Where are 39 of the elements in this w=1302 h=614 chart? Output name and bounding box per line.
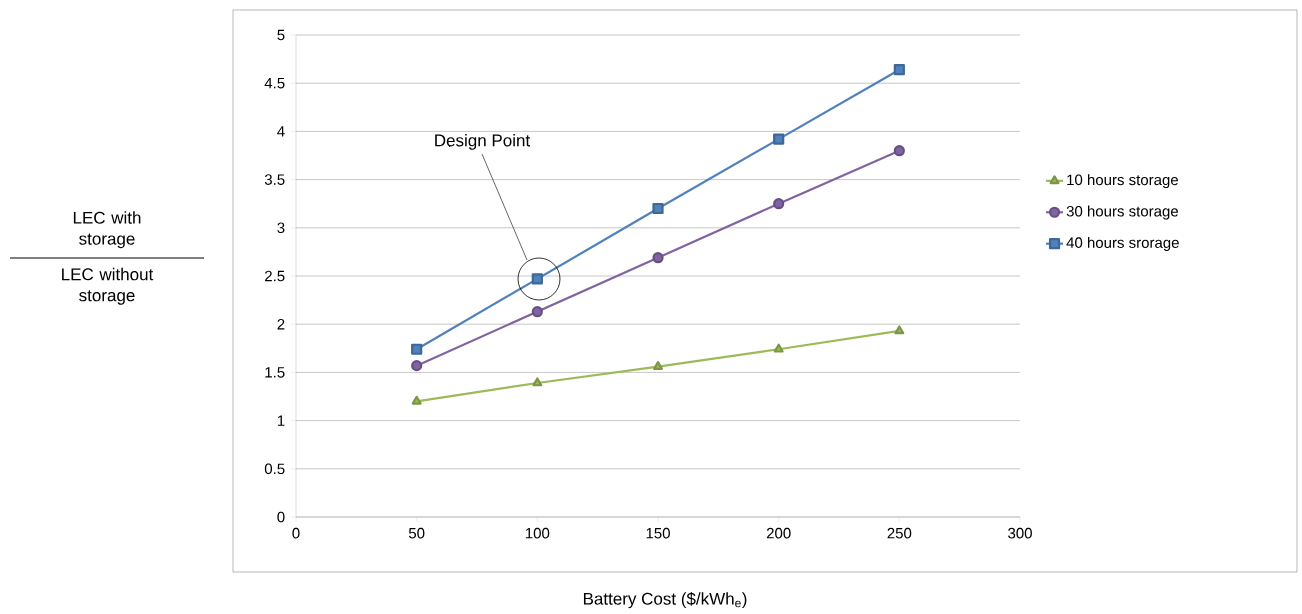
point: [652, 252, 664, 264]
point: [893, 145, 905, 157]
x-axis-title: Battery Cost ($/kWh$_{e}$): [583, 592, 747, 609]
y-tick-label: 3.5: [264, 174, 285, 185]
x-tick-label: 200: [766, 527, 791, 539]
point: [893, 64, 905, 76]
x-tick-label: 0: [292, 527, 300, 539]
y-tick-label: 1: [277, 415, 285, 426]
legend-label: 30 hours storage: [1066, 205, 1178, 220]
legend-label: 40 hours srorage: [1066, 236, 1179, 251]
y-tick-label: 5: [277, 29, 285, 41]
point: [652, 202, 664, 215]
y-tick-label: 0.5: [264, 463, 285, 475]
point: [411, 343, 423, 355]
y-tick-label: 0: [277, 511, 285, 523]
x-tick-label: 100: [525, 527, 550, 539]
text: LEC with storage: [73, 211, 141, 249]
annotation: Design Point: [435, 133, 531, 150]
point: [531, 306, 543, 318]
y-tick-label: 2.5: [265, 270, 285, 282]
y-tick-label: 2: [277, 318, 285, 330]
point: [532, 377, 543, 387]
point: [411, 360, 423, 372]
x-tick-label: 150: [646, 527, 670, 539]
point: [653, 361, 663, 370]
y-tick-label: 4.5: [264, 77, 285, 89]
point: [773, 133, 785, 145]
y-tick-label: 4: [277, 126, 285, 137]
legend-label: 10 hours storage: [1067, 174, 1178, 189]
x-tick-label: 50: [408, 527, 425, 539]
y-tick-label: 1.5: [265, 367, 285, 378]
point: [773, 198, 785, 210]
point: [894, 325, 905, 335]
point: [411, 395, 422, 405]
y-tick-label: 3: [277, 222, 285, 234]
x-tick-label: 250: [887, 527, 912, 539]
point: [773, 343, 784, 353]
x-tick-label: 300: [1008, 527, 1032, 539]
text: LEC without storage: [62, 267, 154, 305]
